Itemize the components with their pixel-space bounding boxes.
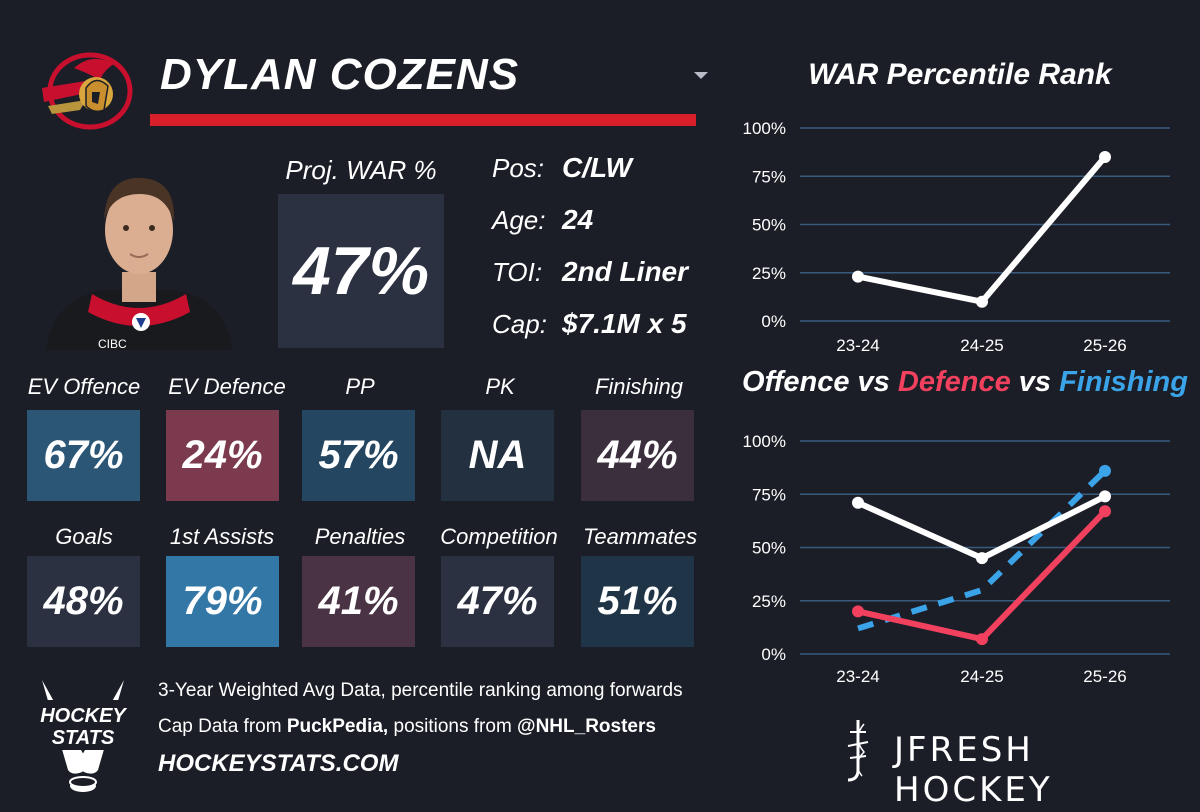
stat-tile: 57%	[302, 410, 415, 501]
stat-tile: 67%	[27, 410, 140, 501]
stat-label-teammates: Teammates	[582, 524, 698, 549]
info-age: Age: 24	[492, 200, 722, 240]
data-point-finishing	[1099, 464, 1111, 477]
info-toi: TOI: 2nd Liner	[492, 252, 722, 292]
footer-sources: Cap Data from PuckPedia, positions from …	[158, 716, 656, 738]
x-tick-label: 25-26	[1083, 336, 1126, 355]
series-line-war	[855, 153, 1108, 305]
stat-tile: NA	[441, 410, 554, 501]
stat-label-goals: Goals	[55, 524, 113, 549]
y-tick-label: 50%	[752, 216, 786, 235]
x-tick-label: 24-25	[960, 667, 1003, 686]
svg-text:CIBC: CIBC	[98, 337, 127, 350]
stat-label-ev-offence: EV Offence	[27, 374, 141, 399]
name-underline	[150, 114, 696, 126]
stat-tile: 47%	[441, 556, 554, 647]
offence-defence-finishing-chart: 0% 25% 50% 75% 100% 23-24 24-25 25-26	[743, 432, 1170, 686]
proj-war-label: Proj. WAR %	[285, 155, 437, 185]
proj-war-value: 47%	[278, 194, 444, 348]
senators-logo-icon	[42, 52, 133, 130]
player-name: DYLAN COZENS	[160, 50, 520, 99]
stat-label-competition: Competition	[440, 524, 558, 549]
chart2-title-defence: Defence	[897, 366, 1011, 398]
chart1-title: WAR Percentile Rank	[808, 58, 1112, 91]
footer-sources-prefix: Cap Data from	[158, 716, 287, 737]
stat-tile: 41%	[302, 556, 415, 647]
y-tick-label: 75%	[752, 167, 786, 186]
stat-tile: 48%	[27, 556, 140, 647]
data-point-war	[1099, 150, 1111, 163]
data-point-offence	[1099, 490, 1111, 503]
jfresh-brand: JFRESH HOCKEY	[894, 730, 1053, 810]
y-tick-label: 25%	[752, 592, 786, 611]
data-point-defence	[976, 633, 988, 646]
info-label: Pos:	[492, 152, 545, 183]
y-tick-label: 100%	[743, 432, 786, 451]
hs-logo-text-2: STATS	[52, 727, 115, 749]
data-point-defence	[1099, 505, 1111, 518]
jfresh-logo-icon	[847, 720, 869, 782]
x-tick-label: 23-24	[836, 667, 879, 686]
y-tick-label: 75%	[752, 485, 786, 504]
y-tick-label: 0%	[761, 645, 786, 664]
hockeystats-site-link[interactable]: HOCKEYSTATS.COM	[158, 750, 399, 777]
data-point-offence	[976, 552, 988, 565]
stat-label-1st-assists: 1st Assists	[169, 524, 275, 549]
stat-tile: 51%	[581, 556, 694, 647]
info-label: TOI:	[492, 256, 543, 287]
x-tick-label: 25-26	[1083, 667, 1126, 686]
data-point-defence	[852, 605, 864, 618]
footer-methodology: 3-Year Weighted Avg Data, percentile ran…	[158, 680, 683, 701]
info-label: Cap:	[492, 308, 547, 339]
series-line-finishing	[857, 468, 1108, 632]
info-value: $7.1M x 5	[562, 308, 687, 339]
info-position: Pos: C/LW	[492, 148, 722, 188]
stat-tile: 24%	[166, 410, 279, 501]
data-point-war	[976, 295, 988, 308]
data-point-war	[852, 270, 864, 283]
stat-label-finishing: Finishing	[594, 374, 684, 399]
stat-label-penalties: Penalties	[314, 524, 406, 549]
nhl-rosters-link[interactable]: @NHL_Rosters	[517, 716, 656, 737]
chevron-down-icon[interactable]	[694, 72, 708, 79]
y-tick-label: 50%	[752, 539, 786, 558]
stat-label-ev-defence: EV Defence	[168, 374, 286, 399]
puckpedia-link[interactable]: PuckPedia,	[286, 716, 389, 737]
stat-label-pk: PK	[485, 374, 515, 399]
y-tick-label: 25%	[752, 264, 786, 283]
info-value: C/LW	[562, 152, 632, 183]
stat-tile: 44%	[581, 410, 694, 501]
chart2-title-finishing: Finishing	[1059, 366, 1188, 398]
chart2-title: Offence vs Defence vs Finishing	[740, 366, 1190, 399]
series-line-defence	[855, 508, 1108, 643]
chart2-title-vs: vs	[1010, 366, 1060, 398]
y-tick-label: 0%	[761, 312, 786, 331]
data-point-offence	[852, 496, 864, 509]
hockeystats-logo-icon: HOCKEY STATS	[32, 680, 134, 792]
war-percentile-chart: 0% 25% 50% 75% 100% 23-24 24-25 25-26	[743, 119, 1170, 355]
stat-label-pp: PP	[345, 374, 375, 399]
info-label: Age:	[492, 204, 546, 235]
x-tick-label: 23-24	[836, 336, 879, 355]
info-cap: Cap: $7.1M x 5	[492, 304, 722, 344]
hs-logo-text-1: HOCKEY	[40, 705, 127, 727]
info-value: 24	[562, 204, 594, 235]
info-value: 2nd Liner	[562, 256, 689, 287]
stat-tile: 79%	[166, 556, 279, 647]
footer-sources-mid: positions from	[388, 716, 518, 737]
chart2-title-offence: Offence vs	[742, 366, 898, 398]
player-headshot: CIBC	[46, 177, 232, 350]
x-tick-label: 24-25	[960, 336, 1003, 355]
y-tick-label: 100%	[743, 119, 786, 138]
